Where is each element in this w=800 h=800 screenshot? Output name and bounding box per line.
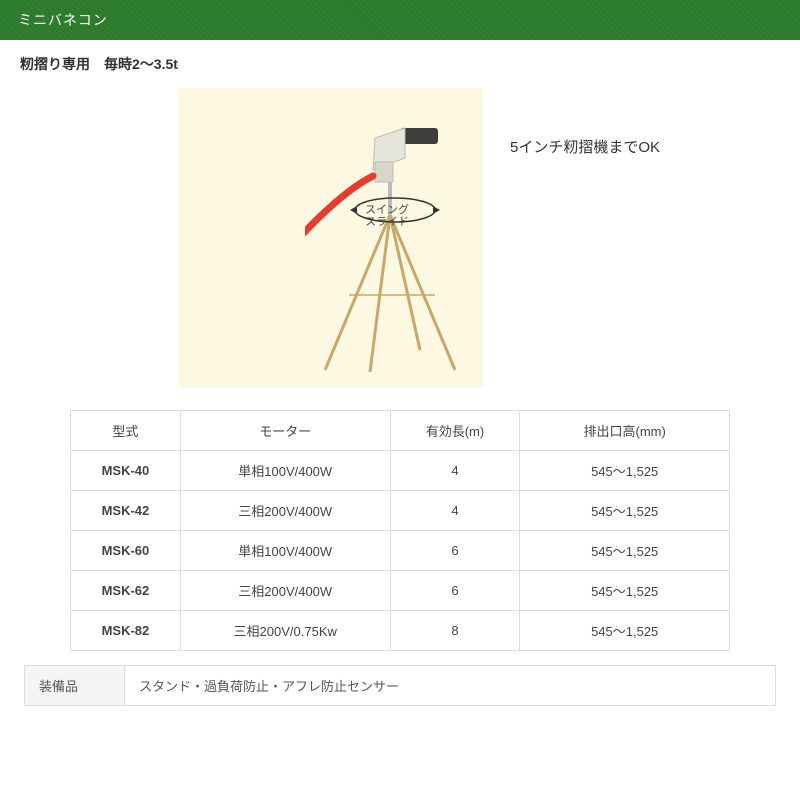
model-cell: MSK-42 bbox=[71, 491, 181, 531]
callout-text: 5インチ籾摺機までOK bbox=[510, 136, 660, 157]
product-image-area: スイング スライド 5インチ籾摺機までOK bbox=[0, 80, 800, 390]
table-row: 装備品 スタンド・過負荷防止・アフレ防止センサー bbox=[25, 666, 776, 706]
spec-cell: 6 bbox=[390, 531, 520, 571]
model-cell: MSK-82 bbox=[71, 611, 181, 651]
spec-cell: 単相100V/400W bbox=[180, 531, 390, 571]
table-row: MSK-62三相200V/400W6545～1,525 bbox=[71, 571, 730, 611]
spec-cell: 4 bbox=[390, 451, 520, 491]
col-header: モーター bbox=[180, 411, 390, 451]
spec-cell: 6 bbox=[390, 571, 520, 611]
spec-cell: 4 bbox=[390, 491, 520, 531]
image-background bbox=[178, 88, 483, 388]
spec-cell: 三相200V/400W bbox=[180, 491, 390, 531]
swing-bottom-text: スライド bbox=[365, 216, 409, 228]
table-header-row: 型式モーター有効長(m)排出口高(mm) bbox=[71, 411, 730, 451]
subtitle: 籾摺り専用 毎時2～3.5t bbox=[0, 40, 800, 80]
spec-cell: 545～1,525 bbox=[520, 451, 730, 491]
equipment-text: スタンド・過負荷防止・アフレ防止センサー bbox=[125, 666, 776, 706]
model-cell: MSK-60 bbox=[71, 531, 181, 571]
model-cell: MSK-40 bbox=[71, 451, 181, 491]
spec-cell: 三相200V/0.75Kw bbox=[180, 611, 390, 651]
section-title: ミニバネコン bbox=[18, 12, 108, 28]
section-header: ミニバネコン bbox=[0, 0, 800, 40]
equipment-table: 装備品 スタンド・過負荷防止・アフレ防止センサー bbox=[24, 665, 776, 706]
spec-cell: 8 bbox=[390, 611, 520, 651]
spec-cell: 545～1,525 bbox=[520, 571, 730, 611]
specs-table: 型式モーター有効長(m)排出口高(mm) MSK-40単相100V/400W45… bbox=[70, 410, 730, 651]
spec-cell: 545～1,525 bbox=[520, 611, 730, 651]
spec-cell: 単相100V/400W bbox=[180, 451, 390, 491]
table-row: MSK-82三相200V/0.75Kw8545～1,525 bbox=[71, 611, 730, 651]
table-row: MSK-60単相100V/400W6545～1,525 bbox=[71, 531, 730, 571]
equipment-label: 装備品 bbox=[25, 666, 125, 706]
swing-top-text: スイング bbox=[365, 204, 409, 216]
model-cell: MSK-62 bbox=[71, 571, 181, 611]
spec-cell: 545～1,525 bbox=[520, 491, 730, 531]
col-header: 型式 bbox=[71, 411, 181, 451]
swing-label: スイング スライド bbox=[365, 204, 409, 228]
spec-cell: 三相200V/400W bbox=[180, 571, 390, 611]
table-row: MSK-40単相100V/400W4545～1,525 bbox=[71, 451, 730, 491]
col-header: 有効長(m) bbox=[390, 411, 520, 451]
spec-cell: 545～1,525 bbox=[520, 531, 730, 571]
table-row: MSK-42三相200V/400W4545～1,525 bbox=[71, 491, 730, 531]
col-header: 排出口高(mm) bbox=[520, 411, 730, 451]
